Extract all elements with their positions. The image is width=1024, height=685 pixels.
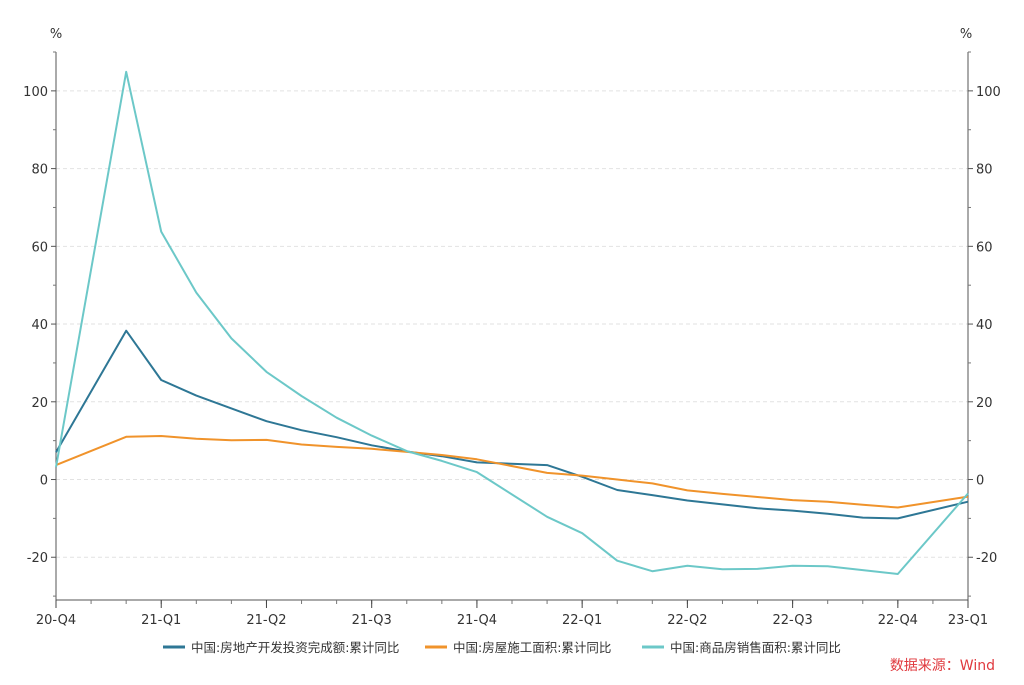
legend-label: 中国:商品房销售面积:累计同比 — [670, 640, 841, 655]
y-tick-label-right: 0 — [976, 474, 984, 489]
x-tick-label: 22-Q4 — [878, 613, 918, 628]
y-tick-label-left: 20 — [31, 396, 48, 411]
legend: 中国:房地产开发投资完成额:累计同比 中国:房屋施工面积:累计同比 中国:商品房销售… — [163, 640, 841, 655]
y-tick-label-left: 80 — [31, 163, 48, 178]
x-tick-label: 22-Q1 — [562, 613, 602, 628]
y-tick-label-right: -20 — [976, 551, 997, 566]
y-tick-label-left: 40 — [31, 318, 48, 333]
y-tick-label-left: 60 — [31, 240, 48, 255]
x-tick-label: 22-Q3 — [773, 613, 813, 628]
x-tick-label: 22-Q2 — [667, 613, 707, 628]
series-line-3 — [55, 70, 969, 575]
y-tick-label-left: 0 — [40, 474, 48, 489]
y-tick-label-right: 40 — [976, 318, 993, 333]
series-line-2 — [55, 435, 969, 509]
x-tick-label: 21-Q2 — [246, 613, 286, 628]
right-y-ticks: -20 0 20 40 60 80 100 — [968, 51, 1001, 597]
x-ticks: 20-Q4 21-Q1 21-Q2 21-Q3 21-Q4 22-Q1 22-Q2 22-Q3… — [36, 600, 988, 628]
source-note: 数据来源：Wind — [890, 658, 995, 674]
left-unit-label: % — [50, 27, 62, 42]
y-tick-label-left: -20 — [27, 551, 48, 566]
series-line-1 — [55, 329, 969, 520]
legend-label: 中国:房屋施工面积:累计同比 — [453, 640, 611, 655]
left-y-ticks: -20 0 20 40 60 80 100 — [23, 51, 56, 597]
right-unit-label: % — [960, 27, 972, 42]
legend-label: 中国:房地产开发投资完成额:累计同比 — [191, 640, 399, 655]
y-tick-label-right: 80 — [976, 163, 993, 178]
x-tick-label: 21-Q3 — [352, 613, 392, 628]
y-tick-label-left: 100 — [23, 85, 48, 100]
y-tick-label-right: 100 — [976, 85, 1001, 100]
x-tick-label: 20-Q4 — [36, 613, 76, 628]
axes — [55, 52, 969, 601]
gridlines — [56, 90, 968, 558]
y-tick-label-right: 60 — [976, 240, 993, 255]
y-tick-label-right: 20 — [976, 396, 993, 411]
x-tick-label: 23-Q1 — [948, 613, 988, 628]
series-lines — [55, 70, 969, 575]
x-tick-label: 21-Q4 — [457, 613, 497, 628]
x-tick-label: 21-Q1 — [141, 613, 181, 628]
